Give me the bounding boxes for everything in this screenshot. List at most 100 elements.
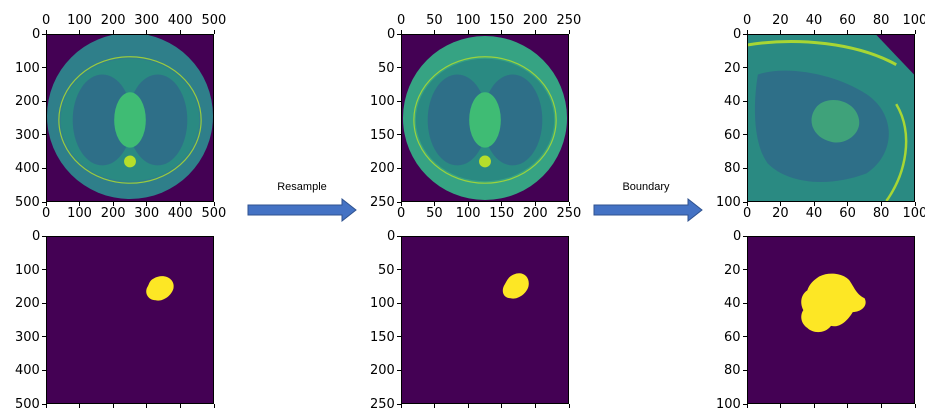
y-tick-mark [42, 33, 46, 35]
y-tick-label: 60 [724, 329, 741, 345]
boundary-ct-image-panel [747, 34, 915, 202]
y-tick-mark [42, 100, 46, 102]
y-tick-label: 300 [15, 127, 40, 143]
x-tick-mark [213, 202, 215, 206]
x-tick-label: 80 [872, 13, 890, 28]
nodule-region [811, 99, 860, 143]
x-tick-mark [146, 30, 148, 34]
x-tick-mark [746, 202, 748, 206]
y-tick-label: 100 [716, 195, 741, 210]
boundary-arrow-icon [593, 198, 703, 222]
y-tick-mark [397, 369, 401, 371]
resample-arrow-icon [247, 198, 357, 222]
x-tick-label: 100 [902, 13, 925, 28]
y-tick-mark [42, 369, 46, 371]
left-lung-region [427, 74, 487, 166]
y-tick-mark [397, 269, 401, 271]
y-tick-mark [42, 403, 46, 405]
y-tick-label: 40 [724, 94, 741, 110]
x-tick-label: 50 [426, 206, 443, 221]
x-tick-mark [847, 404, 849, 408]
y-tick-mark [743, 336, 747, 338]
x-tick-mark [813, 202, 815, 206]
x-tick-mark [112, 202, 114, 206]
resampled-mask-image-panel [401, 236, 569, 404]
x-tick-mark [534, 30, 536, 34]
ribcage-outline [58, 56, 202, 184]
x-tick-mark [746, 30, 748, 34]
x-tick-mark [146, 202, 148, 206]
y-tick-mark [397, 336, 401, 338]
y-tick-mark [397, 403, 401, 405]
x-tick-mark [434, 404, 436, 408]
nodule-mask [801, 273, 866, 333]
y-tick-label: 100 [15, 60, 40, 76]
x-tick-mark [813, 30, 815, 34]
y-tick-label: 80 [724, 161, 741, 177]
x-tick-label: 0 [397, 206, 406, 221]
y-tick-label: 300 [15, 329, 40, 345]
x-tick-label: 0 [743, 13, 752, 28]
x-tick-mark [813, 404, 815, 408]
y-tick-mark [42, 302, 46, 304]
y-tick-label: 0 [32, 27, 41, 42]
right-lung-region [128, 74, 188, 166]
y-tick-mark [42, 235, 46, 237]
y-tick-mark [743, 201, 747, 203]
y-tick-label: 400 [15, 363, 40, 379]
x-tick-label: 20 [772, 206, 789, 221]
x-tick-mark [914, 30, 916, 34]
x-tick-mark [534, 202, 536, 206]
x-tick-mark [79, 30, 81, 34]
x-tick-label: 40 [805, 13, 823, 28]
x-tick-label: 0 [42, 206, 51, 221]
x-tick-label: 100 [455, 13, 481, 28]
y-tick-label: 80 [724, 363, 741, 379]
x-tick-mark [112, 404, 114, 408]
x-tick-label: 60 [839, 206, 856, 221]
y-tick-label: 150 [370, 127, 395, 143]
x-tick-mark [467, 404, 469, 408]
x-tick-label: 200 [100, 13, 126, 28]
image-content [402, 237, 568, 403]
x-tick-label: 100 [67, 13, 92, 28]
left-lung-region [72, 74, 132, 166]
x-tick-label: 0 [397, 13, 406, 28]
y-tick-label: 250 [370, 195, 395, 210]
x-tick-label: 200 [522, 13, 548, 28]
original-ct-image-panel [46, 34, 214, 202]
x-tick-mark [45, 30, 47, 34]
x-tick-mark [568, 30, 570, 34]
x-tick-mark [780, 30, 782, 34]
x-tick-mark [434, 30, 436, 34]
y-tick-label: 40 [724, 296, 741, 312]
y-tick-mark [42, 269, 46, 271]
mediastinum-region [469, 92, 501, 148]
y-tick-mark [397, 167, 401, 169]
x-tick-mark [847, 30, 849, 34]
y-tick-label: 150 [370, 329, 395, 345]
x-tick-label: 100 [902, 206, 925, 221]
y-tick-label: 100 [370, 296, 395, 312]
x-tick-mark [780, 202, 782, 206]
boundary-arrow-label: Boundary [622, 181, 670, 193]
x-tick-mark [112, 30, 114, 34]
y-tick-label: 0 [32, 229, 41, 244]
x-tick-label: 20 [772, 13, 789, 28]
y-tick-label: 200 [15, 296, 40, 312]
x-tick-mark [400, 404, 402, 408]
y-tick-mark [397, 302, 401, 304]
x-tick-mark [880, 404, 882, 408]
mediastinum-region [114, 92, 146, 148]
y-tick-label: 50 [378, 60, 395, 76]
y-tick-label: 20 [724, 60, 741, 76]
y-tick-mark [743, 33, 747, 35]
image-content [748, 35, 914, 201]
y-tick-label: 100 [716, 397, 741, 412]
y-tick-mark [42, 201, 46, 203]
y-tick-label: 500 [15, 195, 40, 210]
x-tick-label: 300 [134, 13, 160, 28]
x-tick-mark [213, 30, 215, 34]
boundary-mask-image-panel [747, 236, 915, 404]
